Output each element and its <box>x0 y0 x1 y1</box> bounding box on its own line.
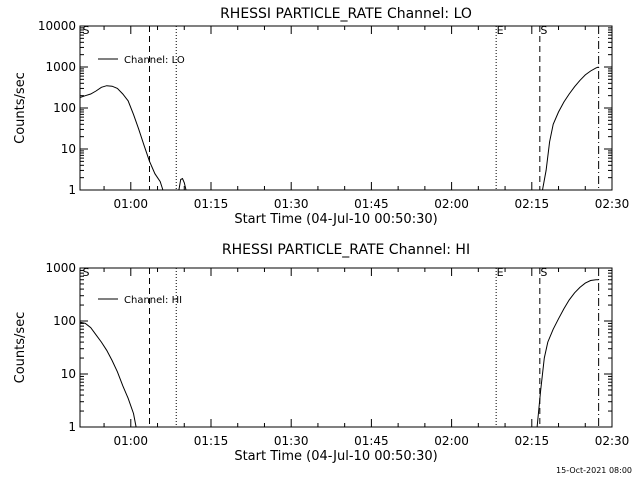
event-marker-label: E <box>497 266 504 279</box>
y-tick-label: 10 <box>61 367 76 381</box>
x-tick-label: 01:00 <box>113 197 148 211</box>
event-marker-label: S <box>83 24 90 37</box>
x-tick-label: 02:00 <box>434 197 469 211</box>
x-tick-label: 02:15 <box>515 434 550 448</box>
plot-frame <box>79 25 613 191</box>
x-tick-label: 01:30 <box>274 197 309 211</box>
y-tick-label: 1 <box>68 183 76 197</box>
event-marker-label: S <box>83 266 90 279</box>
x-tick-label: 01:45 <box>354 197 389 211</box>
event-marker-label: S <box>540 266 547 279</box>
plot-frame <box>79 267 613 428</box>
x-tick-label: 02:30 <box>595 197 630 211</box>
y-tick-label: 100 <box>53 314 76 328</box>
chart-title: RHESSI PARTICLE_RATE Channel: LO <box>220 6 472 22</box>
x-tick-label: 01:15 <box>194 434 229 448</box>
x-tick-label: 02:15 <box>515 197 550 211</box>
y-tick-label: 100 <box>53 101 76 115</box>
x-tick-label: 02:30 <box>595 434 630 448</box>
y-tick-label: 10 <box>61 142 76 156</box>
y-axis-label: Counts/sec <box>13 72 28 144</box>
x-tick-label: 01:30 <box>274 434 309 448</box>
x-tick-label: 02:00 <box>434 434 469 448</box>
y-tick-label: 1000 <box>45 261 76 275</box>
series-line <box>536 279 599 428</box>
x-tick-label: 01:00 <box>113 434 148 448</box>
y-axis-label: Counts/sec <box>13 312 28 384</box>
x-axis-label: Start Time (04-Jul-10 00:50:30) <box>234 449 437 464</box>
legend-label: Channel: LO <box>124 55 185 66</box>
series-line <box>178 177 187 191</box>
y-tick-label: 10000 <box>38 19 76 33</box>
x-tick-label: 01:15 <box>194 197 229 211</box>
generation-timestamp: 15-Oct-2021 08:00 <box>556 466 632 475</box>
event-marker-label: S <box>540 24 547 37</box>
legend-label: Channel: HI <box>124 295 182 306</box>
x-axis-label: Start Time (04-Jul-10 00:50:30) <box>234 212 437 227</box>
y-tick-label: 1000 <box>45 60 76 74</box>
x-tick-label: 01:45 <box>354 434 389 448</box>
series-line <box>542 66 599 191</box>
event-marker-label: E <box>497 24 504 37</box>
chart-title: RHESSI PARTICLE_RATE Channel: HI <box>222 242 470 258</box>
series-line <box>79 321 137 428</box>
y-tick-label: 1 <box>68 420 76 434</box>
series-line <box>79 85 164 191</box>
